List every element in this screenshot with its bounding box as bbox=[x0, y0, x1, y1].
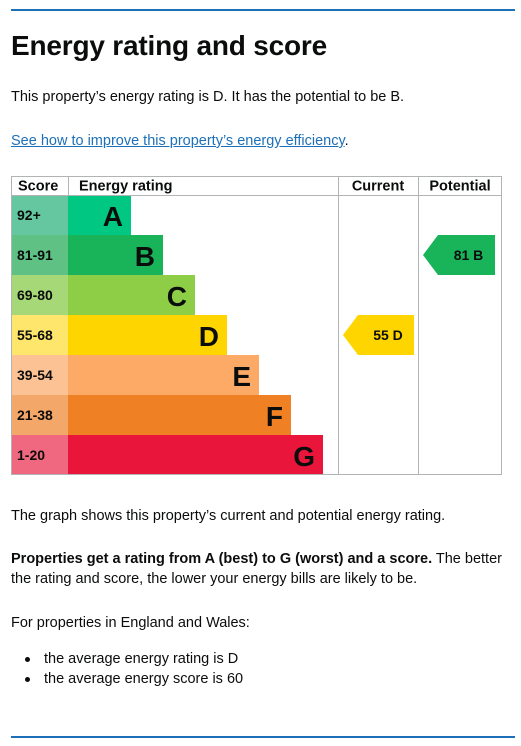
list-item: the average energy score is 60 bbox=[11, 669, 243, 689]
rating-letter-d: D bbox=[199, 321, 219, 352]
current-rating-label: 55 D bbox=[373, 327, 403, 343]
rating-letter-c: C bbox=[167, 281, 187, 312]
score-label-a: 92+ bbox=[17, 207, 41, 223]
graph-caption: The graph shows this property’s current … bbox=[11, 508, 446, 524]
chart-border bbox=[11, 176, 502, 475]
score-label-d: 55-68 bbox=[17, 327, 53, 343]
energy-rating-chart: Score Energy rating Current Potential 92+ A 81… bbox=[11, 176, 502, 475]
intro-text: This property’s energy rating is D. It h… bbox=[11, 89, 405, 105]
score-cell-g bbox=[11, 435, 68, 475]
rating-bar-g bbox=[68, 435, 323, 475]
score-label-c: 69-80 bbox=[17, 287, 53, 303]
header-potential: Potential bbox=[429, 179, 490, 195]
rating-bar-d bbox=[68, 315, 227, 355]
rating-bar-f bbox=[68, 395, 291, 435]
rating-bar-c bbox=[68, 275, 195, 315]
score-cell-a bbox=[11, 195, 68, 235]
rating-explanation: Properties get a rating from A (best) to… bbox=[11, 549, 511, 589]
score-cell-b bbox=[11, 235, 68, 275]
potential-rating-arrow bbox=[423, 235, 495, 275]
score-cell-f bbox=[11, 395, 68, 435]
improve-link-suffix: . bbox=[344, 133, 349, 149]
rating-letter-b: B bbox=[135, 241, 155, 272]
improve-efficiency-link[interactable]: See how to improve this property’s energ… bbox=[11, 133, 345, 149]
header-score: Score bbox=[18, 179, 58, 195]
average-list: the average energy rating is D the avera… bbox=[11, 649, 243, 689]
score-cell-d bbox=[11, 315, 68, 355]
list-item: the average energy rating is D bbox=[11, 649, 243, 669]
rating-letter-f: F bbox=[266, 401, 283, 432]
top-rule bbox=[11, 9, 515, 11]
improve-paragraph: See how to improve this property’s energ… bbox=[11, 131, 511, 151]
header-current: Current bbox=[352, 179, 405, 195]
score-label-b: 81-91 bbox=[17, 247, 53, 263]
region-note: For properties in England and Wales: bbox=[11, 615, 250, 631]
score-cell-c bbox=[11, 275, 68, 315]
rating-letter-g: G bbox=[293, 441, 315, 472]
page-title: Energy rating and score bbox=[11, 30, 327, 61]
header-energy-rating: Energy rating bbox=[79, 179, 172, 195]
rating-bar-b bbox=[68, 235, 163, 275]
rating-letter-e: E bbox=[232, 361, 251, 392]
current-rating-arrow bbox=[343, 315, 414, 355]
score-cell-e bbox=[11, 355, 68, 395]
rating-letter-a: A bbox=[103, 201, 123, 232]
rating-bar-a bbox=[68, 195, 131, 235]
rating-explanation-bold: Properties get a rating from A (best) to… bbox=[11, 551, 433, 567]
score-label-g: 1-20 bbox=[17, 447, 45, 463]
chart-header-bg bbox=[11, 176, 502, 195]
rating-explanation-rest: The better the rating and score, the low… bbox=[11, 551, 502, 587]
rating-bar-e bbox=[68, 355, 259, 395]
score-label-f: 21-38 bbox=[17, 407, 53, 423]
potential-rating-label: 81 B bbox=[454, 247, 484, 263]
bottom-rule bbox=[11, 736, 515, 738]
energy-rating-graph: Score Energy rating Current Potential 92+ A 81… bbox=[11, 176, 502, 475]
score-label-e: 39-54 bbox=[17, 367, 53, 383]
